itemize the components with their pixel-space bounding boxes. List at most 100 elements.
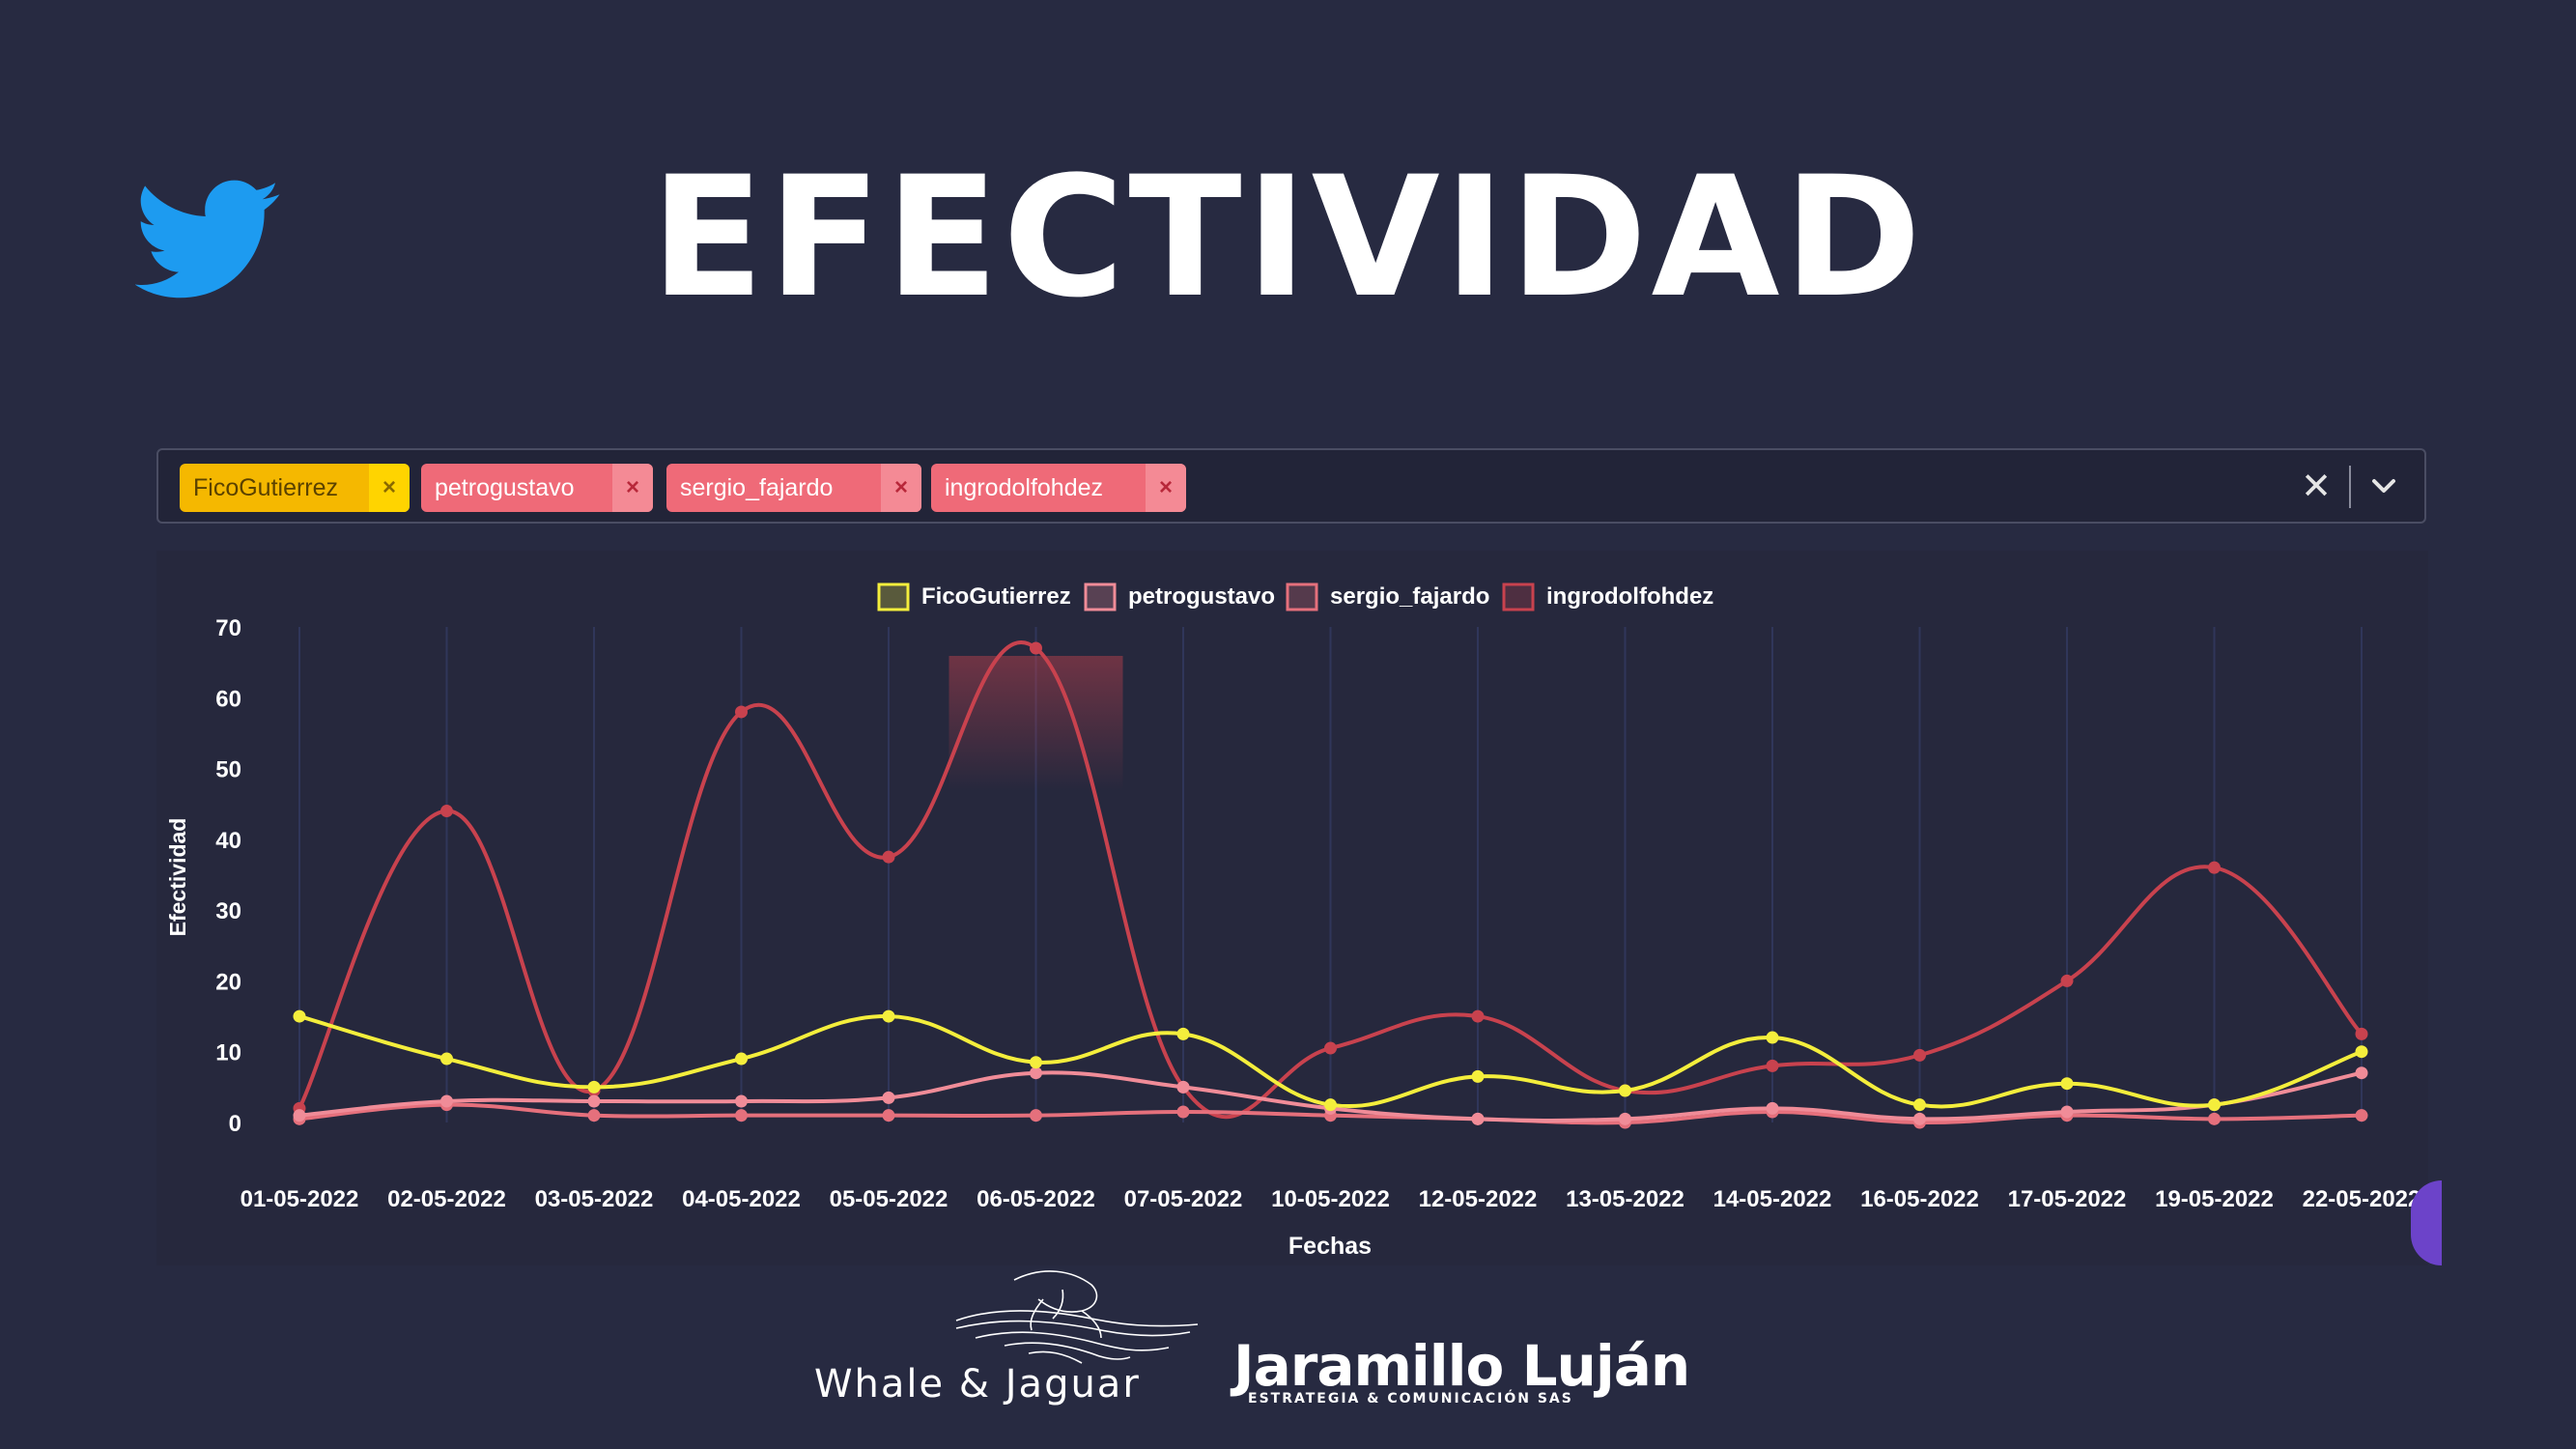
effectiveness-line-chart: FicoGutierrez petrogustavo sergio_fajardo i… (156, 551, 2428, 1265)
chart-background (156, 551, 2428, 1265)
data-point[interactable] (882, 1091, 895, 1104)
peak-highlight (948, 655, 1123, 791)
y-tick-label: 40 (215, 828, 241, 854)
legend-label[interactable]: sergio_fajardo (1330, 583, 1489, 610)
legend: FicoGutierrez petrogustavo sergio_fajardo i… (877, 582, 1713, 611)
legend-label[interactable]: ingrodolfohdez (1546, 583, 1713, 610)
data-point[interactable] (882, 1109, 895, 1122)
chip-petrogustavo: petrogustavo × (421, 464, 653, 512)
data-point[interactable] (1176, 1105, 1190, 1119)
data-point[interactable] (1176, 1080, 1190, 1094)
data-point[interactable] (1030, 1109, 1042, 1122)
remove-chip-icon[interactable]: × (612, 464, 653, 512)
legend-swatch[interactable] (1502, 582, 1535, 611)
x-tick-label: 22-05-2022 (2303, 1186, 2421, 1212)
legend-swatch[interactable] (877, 582, 910, 611)
data-point[interactable] (1766, 1031, 1779, 1044)
data-point[interactable] (1619, 1084, 1631, 1097)
data-point[interactable] (2208, 1098, 2221, 1112)
remove-chip-icon[interactable]: × (1146, 464, 1186, 512)
y-axis-title: Efectividad (165, 818, 190, 937)
x-tick-label: 02-05-2022 (387, 1186, 506, 1212)
data-point[interactable] (1030, 641, 1042, 655)
data-point[interactable] (735, 705, 748, 719)
y-axis: 0 10 20 30 40 50 60 70 (215, 615, 241, 1137)
data-point[interactable] (587, 1109, 601, 1122)
chip-label: sergio_fajardo (680, 473, 834, 501)
x-tick-label: 14-05-2022 (1713, 1186, 1832, 1212)
data-point[interactable] (2355, 1109, 2368, 1122)
data-point[interactable] (1913, 1098, 1926, 1112)
data-point[interactable] (1619, 1112, 1631, 1125)
series-lines (293, 640, 2368, 1129)
x-tick-label: 05-05-2022 (830, 1186, 948, 1212)
data-point[interactable] (1766, 1101, 1779, 1115)
legend-label[interactable]: petrogustavo (1128, 583, 1275, 610)
data-point[interactable] (2355, 1027, 2368, 1040)
data-point[interactable] (440, 1052, 453, 1065)
data-point[interactable] (293, 1009, 306, 1023)
data-point[interactable] (1766, 1059, 1779, 1072)
data-point[interactable] (2208, 861, 2221, 874)
data-point[interactable] (2060, 1077, 2074, 1091)
data-point[interactable] (1324, 1098, 1337, 1112)
data-point[interactable] (1030, 1066, 1042, 1080)
x-tick-label: 17-05-2022 (2008, 1186, 2127, 1212)
x-tick-label: 01-05-2022 (241, 1186, 359, 1212)
data-point[interactable] (2060, 1105, 2074, 1119)
legend-swatch[interactable] (1286, 582, 1318, 611)
data-point[interactable] (440, 805, 453, 818)
remove-chip-icon[interactable]: × (881, 464, 921, 512)
legend-label[interactable]: FicoGutierrez (921, 583, 1071, 610)
data-point[interactable] (1030, 1056, 1042, 1069)
y-tick-label: 60 (215, 686, 241, 712)
jaramillo-lujan-name: Jaramillo Luján (1233, 1333, 1690, 1399)
data-point[interactable] (735, 1052, 748, 1065)
data-point[interactable] (440, 1094, 453, 1108)
data-point[interactable] (882, 1009, 895, 1023)
data-point[interactable] (1471, 1069, 1485, 1083)
data-point[interactable] (1913, 1112, 1926, 1125)
data-point[interactable] (1913, 1048, 1926, 1062)
chip-ficogutierrez: FicoGutierrez × (180, 464, 410, 512)
whale-jaguar-logo-icon (955, 1270, 1199, 1364)
whale-jaguar-name: Whale & Jaguar (814, 1362, 1141, 1406)
data-point[interactable] (587, 1080, 601, 1094)
data-point[interactable] (1471, 1009, 1485, 1023)
data-point[interactable] (735, 1109, 748, 1122)
x-tick-label: 04-05-2022 (682, 1186, 801, 1212)
jaramillo-lujan-subtitle: ESTRATEGIA & COMUNICACIÓN SAS (1248, 1391, 1573, 1406)
x-tick-label: 13-05-2022 (1566, 1186, 1684, 1212)
x-axis-title: Fechas (1288, 1233, 1372, 1260)
data-point[interactable] (2208, 1112, 2221, 1125)
y-tick-label: 10 (215, 1040, 241, 1066)
data-point[interactable] (2060, 974, 2074, 987)
divider (2349, 466, 2351, 508)
x-tick-label: 07-05-2022 (1124, 1186, 1243, 1212)
page-title: EFECTIVIDAD (650, 140, 1926, 334)
y-tick-label: 30 (215, 898, 241, 924)
data-point[interactable] (882, 850, 895, 864)
twitter-bird-icon (135, 180, 280, 298)
remove-chip-icon[interactable]: × (369, 464, 410, 512)
account-multiselect[interactable]: FicoGutierrez × petrogustavo × sergio_fa… (156, 448, 2426, 524)
chip-label: FicoGutierrez (193, 473, 339, 501)
data-point[interactable] (2355, 1066, 2368, 1080)
clear-all-icon[interactable]: ✕ (2301, 467, 2332, 507)
legend-swatch[interactable] (1084, 582, 1117, 611)
x-tick-label: 10-05-2022 (1271, 1186, 1390, 1212)
data-point[interactable] (1471, 1112, 1485, 1125)
data-point[interactable] (735, 1094, 748, 1108)
y-tick-label: 20 (215, 969, 241, 995)
chip-label: petrogustavo (435, 473, 575, 501)
chip-sergio-fajardo: sergio_fajardo × (666, 464, 921, 512)
chevron-down-icon[interactable] (2364, 464, 2403, 508)
chat-bubble-button[interactable] (2411, 1180, 2442, 1265)
data-point[interactable] (1324, 1041, 1337, 1055)
data-point[interactable] (1176, 1027, 1190, 1040)
x-tick-label: 12-05-2022 (1419, 1186, 1538, 1212)
data-point[interactable] (293, 1109, 306, 1122)
data-point[interactable] (587, 1094, 601, 1108)
data-point[interactable] (2355, 1045, 2368, 1059)
y-tick-label: 50 (215, 757, 241, 783)
